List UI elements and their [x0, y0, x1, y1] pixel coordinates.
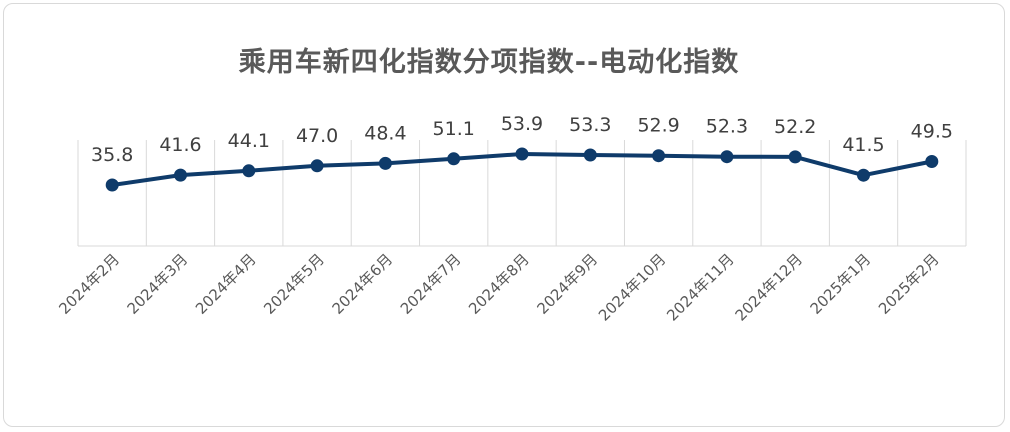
x-tick-label: 2024年2月	[55, 250, 123, 318]
data-point-marker	[720, 150, 734, 164]
x-tick-label: 2024年11月	[663, 250, 737, 324]
data-point-marker	[652, 149, 666, 163]
data-point-marker	[447, 152, 461, 166]
data-point-marker	[788, 150, 802, 164]
x-tick-label: 2024年9月	[533, 250, 601, 318]
x-tick-label: 2024年6月	[329, 250, 397, 318]
data-point-marker	[105, 178, 119, 192]
data-point-marker	[242, 164, 256, 178]
data-label: 52.2	[774, 116, 816, 138]
data-point-marker	[174, 168, 187, 182]
x-tick-label: 2025年1月	[807, 250, 875, 318]
data-label: 52.3	[706, 116, 748, 138]
x-tick-label: 2024年10月	[595, 250, 669, 324]
x-tick-label: 2024年5月	[260, 250, 328, 318]
data-point-marker	[925, 155, 939, 168]
data-label: 41.5	[842, 134, 884, 156]
x-tick-label: 2025年2月	[875, 250, 943, 318]
data-point-marker	[378, 156, 392, 170]
data-label: 49.5	[911, 121, 953, 143]
data-label: 44.1	[228, 130, 270, 152]
data-label: 53.9	[501, 113, 543, 135]
data-label: 52.9	[637, 115, 679, 137]
x-tick-label: 2024年8月	[465, 250, 533, 318]
data-point-marker	[857, 168, 870, 182]
data-label: 53.3	[569, 114, 611, 136]
x-tick-label: 2024年7月	[397, 250, 465, 318]
x-axis-tick-labels: 2024年2月 2024年3月 2024年4月 2024年5月 2024年6月 2024年…	[55, 250, 942, 324]
data-point-marker	[310, 159, 324, 173]
data-label: 51.1	[433, 118, 475, 140]
data-points	[105, 147, 939, 192]
chart-frame	[3, 3, 1005, 427]
data-point-marker	[515, 147, 529, 161]
data-point-marker	[583, 148, 597, 162]
data-labels: 35.8 41.6 44.1 47.0 48.4 51.1 53.9 53.3 52.9 52.3…	[91, 113, 953, 166]
data-label: 48.4	[364, 122, 406, 144]
x-tick-label: 2024年4月	[192, 250, 260, 318]
data-label: 47.0	[296, 125, 338, 147]
data-label: 41.6	[159, 134, 201, 156]
chart-title: 乘用车新四化指数分项指数--电动化指数	[238, 47, 740, 78]
data-label: 35.8	[91, 144, 133, 166]
x-tick-label: 2024年12月	[732, 250, 806, 324]
x-tick-label: 2024年3月	[124, 250, 192, 318]
